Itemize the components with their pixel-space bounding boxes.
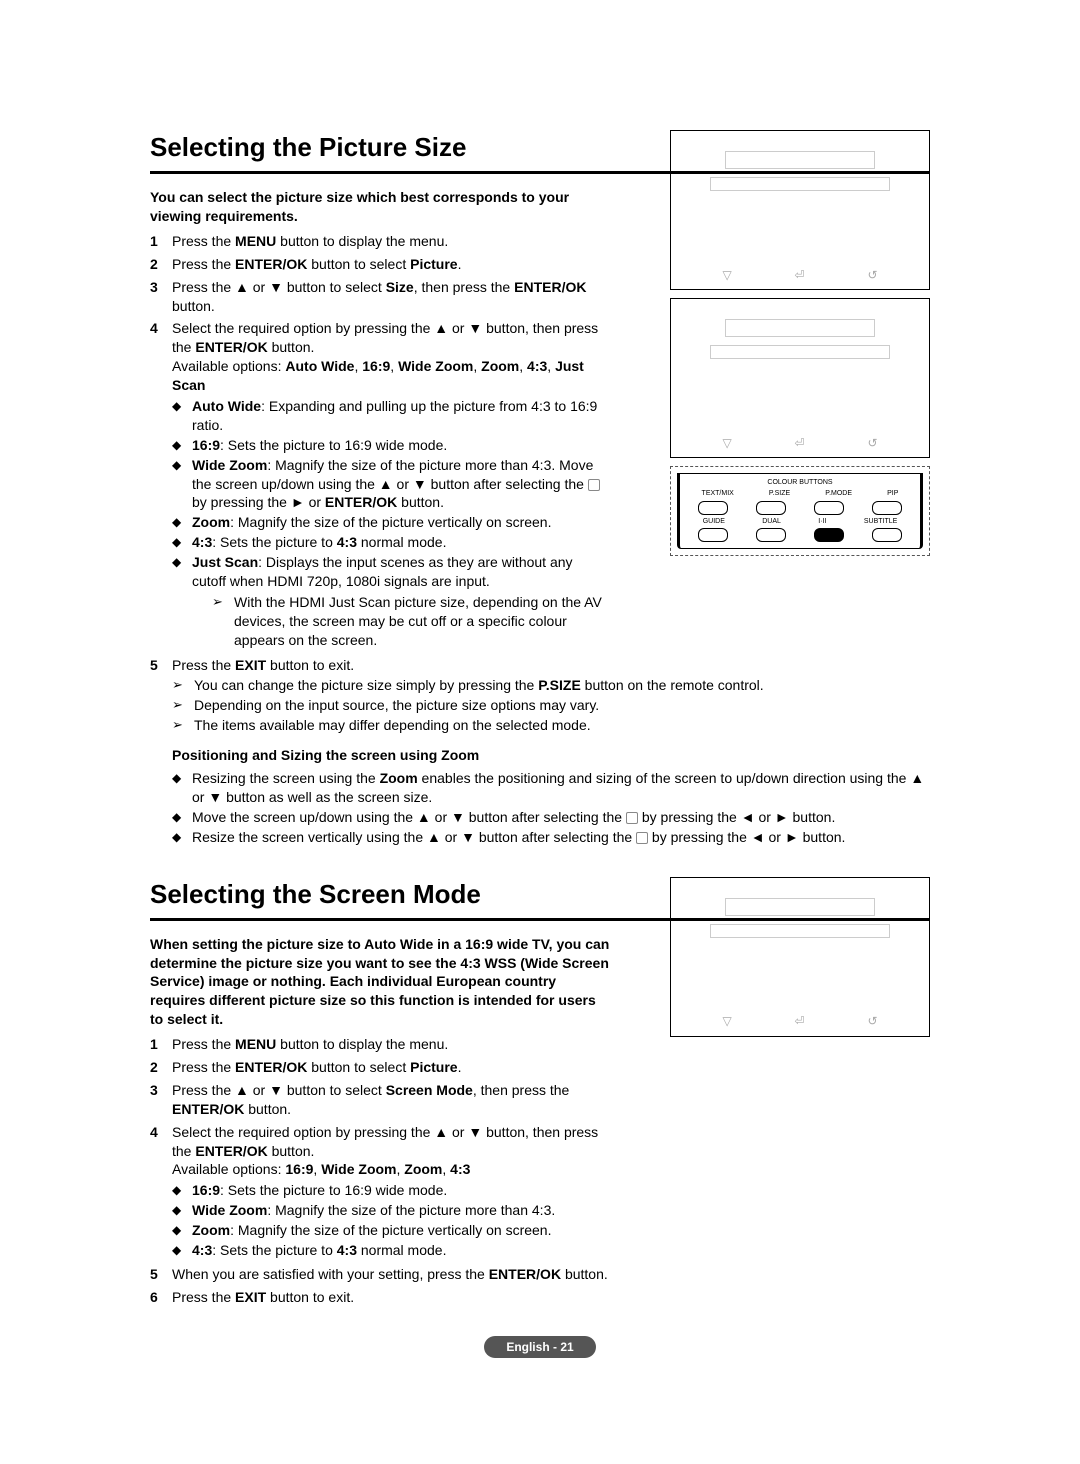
page-number-badge: English - 21 bbox=[484, 1336, 595, 1358]
page-footer: English - 21 bbox=[150, 1337, 930, 1356]
remote-header: COLOUR BUTTONS bbox=[684, 478, 916, 487]
side-illustration-2: ▽⏎↺ bbox=[670, 877, 930, 1045]
steps-1: 1Press the MENU button to display the me… bbox=[150, 232, 610, 652]
text-column-1b: 5 Press the EXIT button to exit. You can… bbox=[150, 656, 930, 847]
section-screen-mode: Selecting the Screen Mode ▽⏎↺ When setti… bbox=[150, 877, 930, 1307]
steps-2: 1Press the MENU button to display the me… bbox=[150, 1035, 610, 1261]
zoom-list: Resizing the screen using the Zoom enabl… bbox=[172, 769, 930, 847]
osd-box-2: ▽⏎↺ bbox=[670, 298, 930, 458]
remote-diagram: COLOUR BUTTONS TEXT/MIX P.SIZE P.MODE PI… bbox=[670, 466, 930, 556]
option-list-1: Auto Wide: Expanding and pulling up the … bbox=[172, 397, 610, 651]
osd-box-1: ▽⏎↺ bbox=[670, 130, 930, 290]
intro-2: When setting the picture size to Auto Wi… bbox=[150, 935, 610, 1029]
text-column-2: When setting the picture size to Auto Wi… bbox=[150, 935, 610, 1261]
side-illustrations: ▽⏎↺ ▽⏎↺ COLOUR BUTTONS TEXT/MIX P.SIZE P… bbox=[670, 130, 930, 556]
intro-1: You can select the picture size which be… bbox=[150, 188, 610, 226]
option-list-2: 16:9: Sets the picture to 16:9 wide mode… bbox=[172, 1181, 610, 1260]
zoom-subhead: Positioning and Sizing the screen using … bbox=[172, 746, 930, 765]
text-column-1: You can select the picture size which be… bbox=[150, 188, 610, 651]
section-picture-size: Selecting the Picture Size ▽⏎↺ ▽⏎↺ COLOU… bbox=[150, 130, 930, 847]
osd-box-3: ▽⏎↺ bbox=[670, 877, 930, 1037]
